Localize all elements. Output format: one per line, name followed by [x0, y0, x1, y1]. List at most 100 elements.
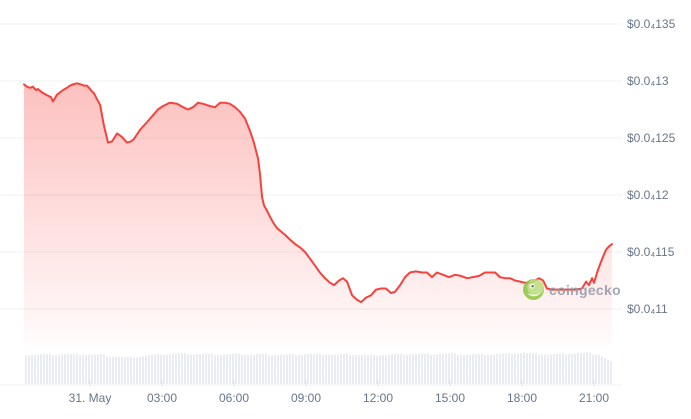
volume-bar: [211, 353, 213, 384]
volume-bar: [91, 354, 93, 384]
volume-bar: [274, 355, 276, 384]
volume-bar: [502, 353, 504, 384]
volume-bar: [148, 355, 150, 384]
volume-bar: [160, 355, 162, 384]
volume-bar: [586, 352, 588, 384]
volume-bar: [511, 354, 513, 384]
volume-bar: [67, 354, 69, 384]
volume-bar: [70, 353, 72, 384]
volume-bar: [127, 356, 129, 384]
volume-bar: [151, 354, 153, 384]
volume-bar: [496, 354, 498, 384]
volume-bar: [520, 353, 522, 384]
volume-bar: [58, 354, 60, 384]
volume-bar: [424, 353, 426, 384]
volume-bar: [394, 354, 396, 384]
volume-bar: [169, 354, 171, 384]
volume-bar: [364, 354, 366, 384]
volume-bar: [493, 354, 495, 384]
volume-bar: [181, 353, 183, 384]
volume-bar: [271, 355, 273, 384]
volume-bar: [451, 353, 453, 384]
volume-bar: [133, 357, 135, 384]
volume-bar: [259, 353, 261, 384]
volume-bar: [313, 353, 315, 384]
volume-bar: [28, 355, 30, 384]
volume-bar: [454, 353, 456, 384]
volume-bar: [436, 354, 438, 384]
volume-bar: [217, 355, 219, 384]
volume-bar: [577, 353, 579, 384]
volume-bar: [73, 353, 75, 384]
volume-bar: [460, 354, 462, 384]
volume-bar: [490, 354, 492, 384]
volume-bar: [547, 354, 549, 384]
volume-bar: [295, 355, 297, 384]
volume-bar: [595, 354, 597, 384]
volume-bar: [100, 354, 102, 384]
volume-bar: [154, 354, 156, 384]
volume-bar: [196, 354, 198, 384]
volume-bar: [379, 355, 381, 384]
volume-bar: [397, 353, 399, 384]
volume-bar: [535, 352, 537, 384]
volume-bar: [244, 354, 246, 384]
volume-bar: [46, 353, 48, 384]
volume-bar: [145, 355, 147, 384]
volume-bar: [592, 354, 594, 384]
volume-bar: [349, 355, 351, 384]
volume-bar: [238, 353, 240, 384]
volume-bar: [484, 355, 486, 384]
volume-bar: [43, 354, 45, 384]
volume-bar: [97, 354, 99, 384]
volume-bar: [478, 353, 480, 384]
volume-bar: [187, 354, 189, 384]
volume-bar: [448, 353, 450, 384]
price-line-path: [23, 82, 613, 304]
volume-bar: [208, 353, 210, 384]
volume-bar: [325, 354, 327, 384]
volume-bar: [529, 352, 531, 384]
area-fill-path: [24, 83, 612, 346]
volume-bar: [223, 354, 225, 384]
volume-bar: [421, 353, 423, 384]
volume-bar: [571, 353, 573, 384]
volume-bar: [310, 353, 312, 384]
volume-bar: [559, 353, 561, 384]
volume-bar: [526, 353, 528, 384]
volume-bar: [25, 355, 27, 384]
volume-bar: [76, 353, 78, 384]
volume-bar: [469, 354, 471, 384]
volume-bar: [388, 354, 390, 384]
volume-bar: [412, 354, 414, 384]
volume-bar: [37, 354, 39, 384]
volume-bar: [382, 355, 384, 384]
volume-bar: [172, 353, 174, 384]
volume-bar: [34, 354, 36, 384]
volume-bar: [49, 353, 51, 384]
volume-bar: [292, 353, 294, 384]
volume-bar: [268, 355, 270, 384]
volume-bar: [532, 352, 534, 384]
x-axis-label: 09:00: [290, 391, 322, 405]
volume-bar: [352, 355, 354, 384]
volume-bar: [343, 353, 345, 384]
volume-bar: [505, 353, 507, 384]
y-axis-label: $0.0₄115: [627, 245, 675, 259]
volume-bar: [472, 354, 474, 384]
volume-bar: [385, 354, 387, 384]
volume-bar: [184, 353, 186, 384]
volume-bar: [82, 354, 84, 384]
volume-bar: [391, 354, 393, 384]
volume-bar: [139, 356, 141, 384]
volume-bar: [55, 354, 57, 384]
volume-bar: [562, 353, 564, 384]
volume-bar: [463, 354, 465, 384]
volume-bar: [514, 353, 516, 384]
volume-bar: [541, 354, 543, 384]
volume-bar: [370, 354, 372, 384]
volume-bar: [280, 354, 282, 384]
volume-bar: [88, 354, 90, 384]
volume-bar: [346, 353, 348, 384]
